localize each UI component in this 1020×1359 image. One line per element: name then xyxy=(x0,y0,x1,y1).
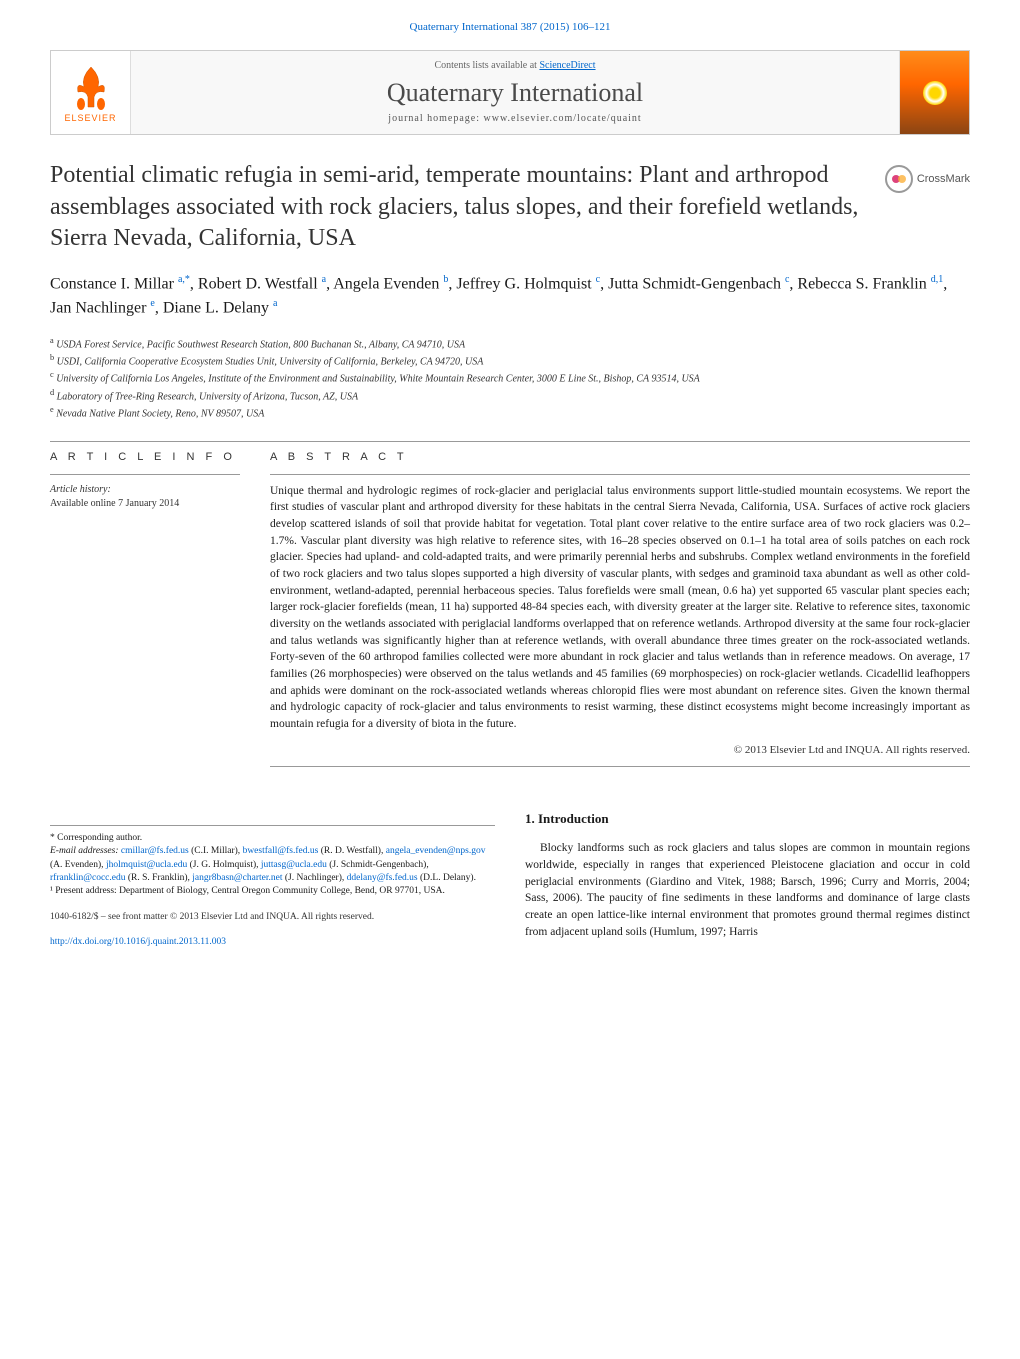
elsevier-publisher-name: ELSEVIER xyxy=(64,112,116,125)
elsevier-logo[interactable]: ELSEVIER xyxy=(51,51,131,134)
affiliations: a USDA Forest Service, Pacific Southwest… xyxy=(50,335,970,422)
affiliation-line: a USDA Forest Service, Pacific Southwest… xyxy=(50,335,970,352)
crossmark-badge[interactable]: CrossMark xyxy=(885,165,970,193)
article-info-heading: A R T I C L E I N F O xyxy=(50,450,240,465)
article-info-col: A R T I C L E I N F O Article history: A… xyxy=(50,450,240,775)
affiliation-line: b USDI, California Cooperative Ecosystem… xyxy=(50,352,970,369)
cover-emblem-icon xyxy=(923,81,947,105)
footnotes: * Corresponding author. E-mail addresses… xyxy=(50,825,495,898)
available-online: Available online 7 January 2014 xyxy=(50,497,240,511)
info-divider xyxy=(50,474,240,475)
journal-cover-thumb[interactable] xyxy=(899,51,969,134)
crossmark-icon xyxy=(885,165,913,193)
abstract-heading: A B S T R A C T xyxy=(270,450,970,465)
affiliation-line: d Laboratory of Tree-Ring Research, Univ… xyxy=(50,387,970,404)
left-column: * Corresponding author. E-mail addresses… xyxy=(50,810,495,949)
doi-link[interactable]: http://dx.doi.org/10.1016/j.quaint.2013.… xyxy=(50,937,226,947)
abstract-bottom-divider xyxy=(270,766,970,767)
journal-name: Quaternary International xyxy=(387,75,643,111)
email-addresses: E-mail addresses: cmillar@fs.fed.us (C.I… xyxy=(50,845,495,885)
right-column: 1. Introduction Blocky landforms such as… xyxy=(525,810,970,949)
journal-homepage[interactable]: journal homepage: www.elsevier.com/locat… xyxy=(388,112,641,126)
elsevier-tree-icon xyxy=(66,62,116,112)
banner-center: Contents lists available at ScienceDirec… xyxy=(131,51,899,134)
abstract-col: A B S T R A C T Unique thermal and hydro… xyxy=(270,450,970,775)
journal-banner: ELSEVIER Contents lists available at Sci… xyxy=(50,50,970,135)
abstract-divider xyxy=(270,474,970,475)
article-title: Potential climatic refugia in semi-arid,… xyxy=(50,160,865,254)
authors-line: Constance I. Millar a,*, Robert D. Westf… xyxy=(50,272,970,321)
corresponding-author: * Corresponding author. xyxy=(50,832,495,845)
abstract-copyright: © 2013 Elsevier Ltd and INQUA. All right… xyxy=(270,743,970,758)
history-label: Article history: xyxy=(50,483,240,497)
affiliation-line: e Nevada Native Plant Society, Reno, NV … xyxy=(50,404,970,421)
abstract-text: Unique thermal and hydrologic regimes of… xyxy=(270,483,970,733)
intro-paragraph: Blocky landforms such as rock glaciers a… xyxy=(525,840,970,940)
sciencedirect-line: Contents lists available at ScienceDirec… xyxy=(434,59,595,73)
sciencedirect-link[interactable]: ScienceDirect xyxy=(539,60,595,71)
intro-heading: 1. Introduction xyxy=(525,810,970,828)
citation-link[interactable]: Quaternary International 387 (2015) 106–… xyxy=(50,20,970,35)
present-address: ¹ Present address: Department of Biology… xyxy=(50,885,495,898)
rights-line: 1040-6182/$ – see front matter © 2013 El… xyxy=(50,911,495,924)
affiliation-line: c University of California Los Angeles, … xyxy=(50,369,970,386)
section-divider xyxy=(50,441,970,442)
crossmark-label: CrossMark xyxy=(917,172,970,187)
